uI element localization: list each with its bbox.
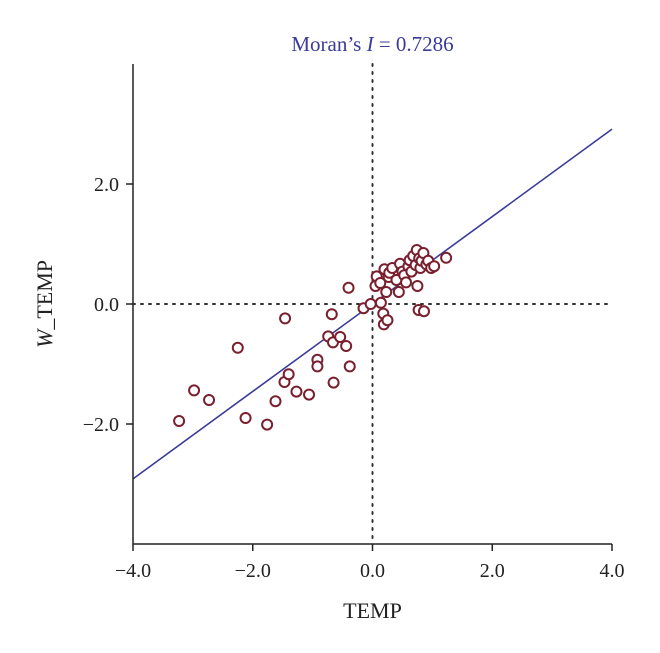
data-point (203, 394, 216, 406)
data-point (400, 276, 413, 289)
y-axis-label: W_TEMP (32, 260, 57, 348)
y-axis-label-rest: _TEMP (32, 260, 57, 331)
data-point (428, 260, 441, 273)
data-point (340, 340, 353, 352)
x-tick-label: −2.0 (235, 560, 271, 582)
data-point (411, 280, 424, 292)
data-point (311, 360, 324, 373)
x-tick-label: −4.0 (115, 560, 151, 582)
y-axis-label-italic: W (32, 328, 57, 348)
x-tick-label: 0.0 (360, 560, 385, 582)
x-axis-label: TEMP (343, 598, 402, 623)
data-point (381, 314, 394, 327)
labels-layer: Moran’s I = 0.7286 TEMP W_TEMP −4.0 −2.0 0… (32, 32, 625, 623)
data-points-layer (173, 244, 453, 431)
y-tick-label: −2.0 (83, 414, 119, 436)
data-point (239, 412, 252, 424)
chart-title-prefix: Moran’s (291, 32, 366, 56)
data-point (380, 286, 393, 298)
data-point (188, 384, 201, 397)
data-point (327, 376, 340, 389)
axes-layer (126, 64, 613, 551)
y-tick-label: 2.0 (94, 174, 119, 196)
x-tick-label: 4.0 (600, 560, 625, 582)
data-point (417, 305, 430, 318)
data-point (282, 368, 295, 381)
chart-title-suffix: = 0.7286 (374, 32, 454, 56)
data-point (343, 360, 356, 373)
data-point (173, 415, 186, 427)
data-point (269, 395, 282, 408)
data-point (290, 385, 303, 398)
data-point (231, 341, 244, 354)
data-point (440, 251, 453, 264)
data-point (334, 331, 347, 343)
data-point (279, 312, 292, 325)
data-point (374, 296, 387, 309)
chart-title: Moran’s I = 0.7286 (291, 32, 453, 56)
data-point (261, 418, 274, 431)
data-point (392, 286, 405, 298)
data-point (374, 277, 387, 289)
y-tick-label: 0.0 (94, 294, 119, 316)
data-point (364, 298, 377, 310)
data-point (342, 281, 355, 294)
data-point (325, 308, 338, 321)
data-point (303, 388, 316, 401)
chart-title-italic: I (366, 32, 375, 56)
x-tick-label: 2.0 (480, 560, 505, 582)
